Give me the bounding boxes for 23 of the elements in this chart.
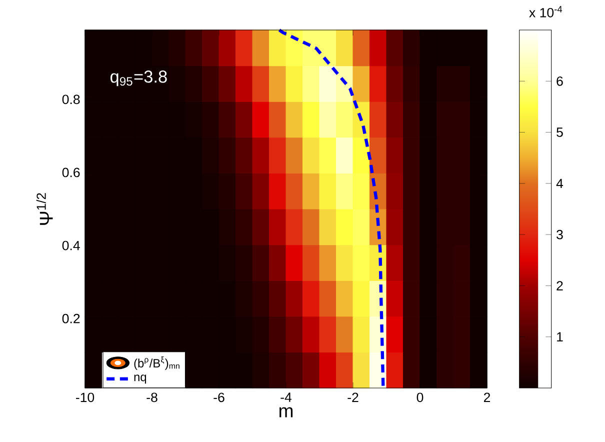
color-bar-label: 3 (556, 230, 563, 240)
color-bar-label: 5 (556, 128, 563, 137)
color-bar-label: 2 (556, 281, 563, 290)
x-tick-label: 2 (484, 392, 490, 402)
x-tick-label: -8 (146, 392, 158, 402)
x-axis-title: m (279, 407, 293, 418)
legend-label: nq (134, 374, 146, 384)
y-axis-title: Ψ$^{1/2}$ (36, 193, 53, 225)
x-tick-label: 0 (416, 392, 424, 402)
color-bar-label: 4 (556, 178, 564, 188)
y-tick-label: 0.6 (62, 168, 80, 178)
annotation: (b$^{ρ}$/B$^{ξ}$)$_{mn}$ (134, 356, 180, 370)
x-tick-label: -2 (348, 392, 358, 402)
color-bar-title: x 10$^{-4}$ (529, 6, 562, 18)
color-bar-label: 6 (556, 76, 563, 86)
x-tick-label: -10 (76, 392, 94, 402)
x-tick-label: -6 (214, 392, 224, 402)
y-tick-label: 0.2 (62, 314, 80, 324)
color-bar-label: 1 (557, 332, 563, 342)
y-tick-label: 0.4 (62, 240, 80, 250)
x-tick-label: -4 (280, 392, 292, 402)
y-tick-label: 0.8 (62, 94, 80, 104)
annotation: q$_{95}$=3.8 (110, 70, 167, 86)
